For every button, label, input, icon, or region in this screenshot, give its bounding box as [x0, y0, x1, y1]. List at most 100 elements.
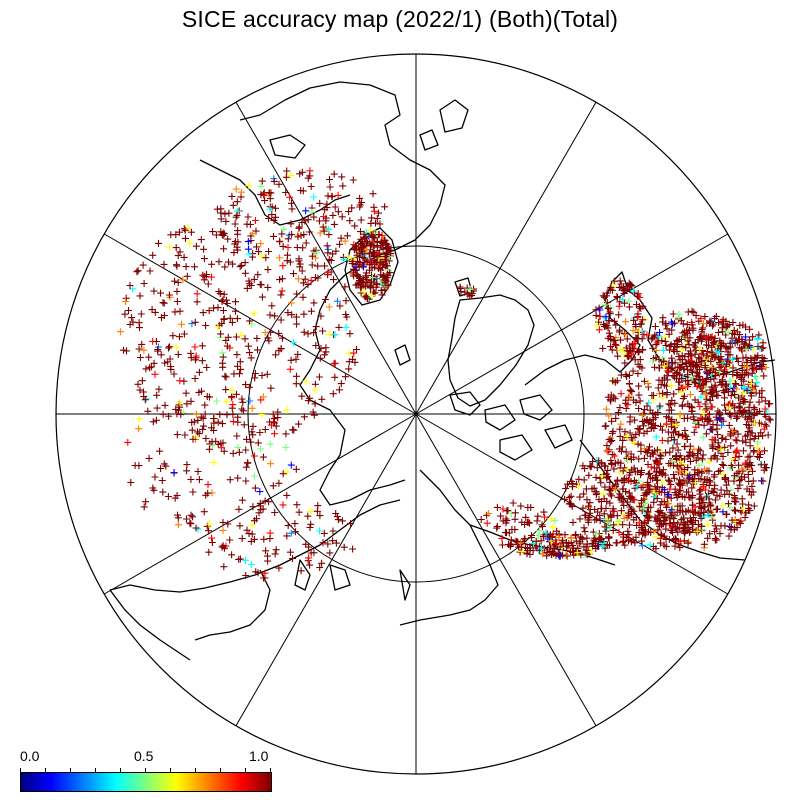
- accuracy-marker: [583, 496, 591, 504]
- accuracy-marker: [713, 455, 721, 463]
- accuracy-marker: [707, 334, 715, 341]
- accuracy-marker: [292, 355, 300, 363]
- accuracy-marker: [714, 329, 722, 336]
- accuracy-marker: [222, 218, 230, 225]
- accuracy-marker: [369, 233, 377, 241]
- accuracy-marker: [746, 442, 754, 450]
- accuracy-marker: [328, 193, 336, 201]
- accuracy-marker: [381, 279, 389, 287]
- accuracy-marker: [669, 444, 677, 452]
- accuracy-marker: [350, 349, 358, 357]
- accuracy-marker: [175, 521, 182, 529]
- accuracy-marker: [722, 481, 730, 489]
- accuracy-marker: [690, 341, 698, 349]
- accuracy-marker: [742, 353, 750, 361]
- accuracy-marker: [321, 296, 329, 303]
- accuracy-marker: [349, 176, 357, 184]
- accuracy-marker: [643, 402, 651, 410]
- accuracy-marker: [217, 209, 225, 217]
- accuracy-marker: [223, 300, 231, 307]
- accuracy-marker: [307, 508, 314, 516]
- accuracy-marker: [146, 364, 154, 372]
- accuracy-marker: [225, 258, 232, 266]
- accuracy-marker: [274, 408, 282, 416]
- accuracy-marker: [366, 256, 374, 264]
- accuracy-marker: [729, 355, 736, 363]
- accuracy-marker: [629, 327, 637, 335]
- accuracy-marker: [290, 426, 298, 434]
- accuracy-marker: [244, 459, 252, 467]
- accuracy-marker: [621, 428, 629, 436]
- accuracy-marker: [745, 403, 753, 411]
- accuracy-marker: [662, 342, 670, 350]
- accuracy-marker: [339, 517, 346, 525]
- accuracy-marker: [251, 484, 259, 492]
- accuracy-marker: [187, 476, 195, 483]
- accuracy-marker: [485, 510, 493, 517]
- accuracy-marker: [742, 345, 750, 353]
- accuracy-marker: [297, 567, 305, 575]
- accuracy-marker: [336, 240, 344, 248]
- accuracy-marker: [245, 182, 253, 190]
- accuracy-marker: [173, 410, 181, 418]
- accuracy-marker: [358, 199, 365, 207]
- accuracy-marker: [593, 515, 601, 523]
- accuracy-marker: [621, 330, 629, 338]
- accuracy-marker: [766, 416, 774, 424]
- accuracy-marker: [166, 243, 174, 251]
- accuracy-marker: [746, 436, 754, 444]
- accuracy-marker: [731, 518, 739, 525]
- accuracy-marker: [254, 271, 262, 279]
- accuracy-marker: [640, 454, 648, 462]
- accuracy-marker: [749, 333, 757, 341]
- accuracy-marker: [209, 441, 217, 449]
- accuracy-marker: [738, 373, 745, 381]
- accuracy-marker: [257, 182, 265, 190]
- accuracy-marker: [316, 512, 324, 520]
- accuracy-marker: [617, 507, 625, 515]
- accuracy-marker: [652, 341, 660, 349]
- accuracy-marker: [541, 513, 548, 521]
- accuracy-marker: [258, 293, 266, 301]
- accuracy-marker: [192, 524, 200, 532]
- accuracy-marker: [667, 480, 675, 488]
- accuracy-marker: [581, 528, 589, 536]
- accuracy-marker: [284, 251, 291, 259]
- accuracy-marker: [536, 527, 543, 535]
- accuracy-marker: [316, 564, 324, 571]
- accuracy-marker: [716, 530, 724, 538]
- accuracy-marker: [754, 453, 762, 461]
- accuracy-marker: [742, 438, 750, 446]
- accuracy-marker: [637, 320, 645, 328]
- accuracy-marker: [630, 496, 638, 504]
- accuracy-marker: [511, 515, 519, 523]
- accuracy-marker: [649, 357, 657, 365]
- accuracy-marker: [245, 250, 253, 258]
- accuracy-marker: [549, 523, 557, 531]
- accuracy-marker: [222, 296, 230, 304]
- accuracy-marker: [352, 242, 360, 250]
- accuracy-marker: [214, 304, 222, 312]
- accuracy-marker: [625, 380, 633, 387]
- accuracy-marker: [692, 456, 700, 464]
- accuracy-marker: [740, 447, 747, 455]
- accuracy-marker: [657, 422, 665, 430]
- accuracy-marker: [686, 347, 694, 355]
- accuracy-marker: [568, 483, 576, 491]
- accuracy-marker: [283, 167, 291, 175]
- accuracy-marker: [703, 352, 711, 360]
- accuracy-marker: [617, 420, 625, 428]
- accuracy-marker: [741, 432, 749, 440]
- accuracy-marker: [377, 271, 385, 279]
- accuracy-marker: [264, 557, 272, 565]
- accuracy-marker: [599, 344, 607, 352]
- accuracy-marker: [739, 390, 747, 398]
- accuracy-marker: [242, 446, 250, 454]
- accuracy-marker: [674, 337, 682, 345]
- accuracy-marker: [244, 213, 252, 221]
- accuracy-marker: [655, 460, 663, 467]
- accuracy-marker: [689, 368, 697, 376]
- accuracy-marker: [547, 515, 555, 523]
- accuracy-marker: [586, 462, 594, 470]
- accuracy-marker: [678, 352, 686, 360]
